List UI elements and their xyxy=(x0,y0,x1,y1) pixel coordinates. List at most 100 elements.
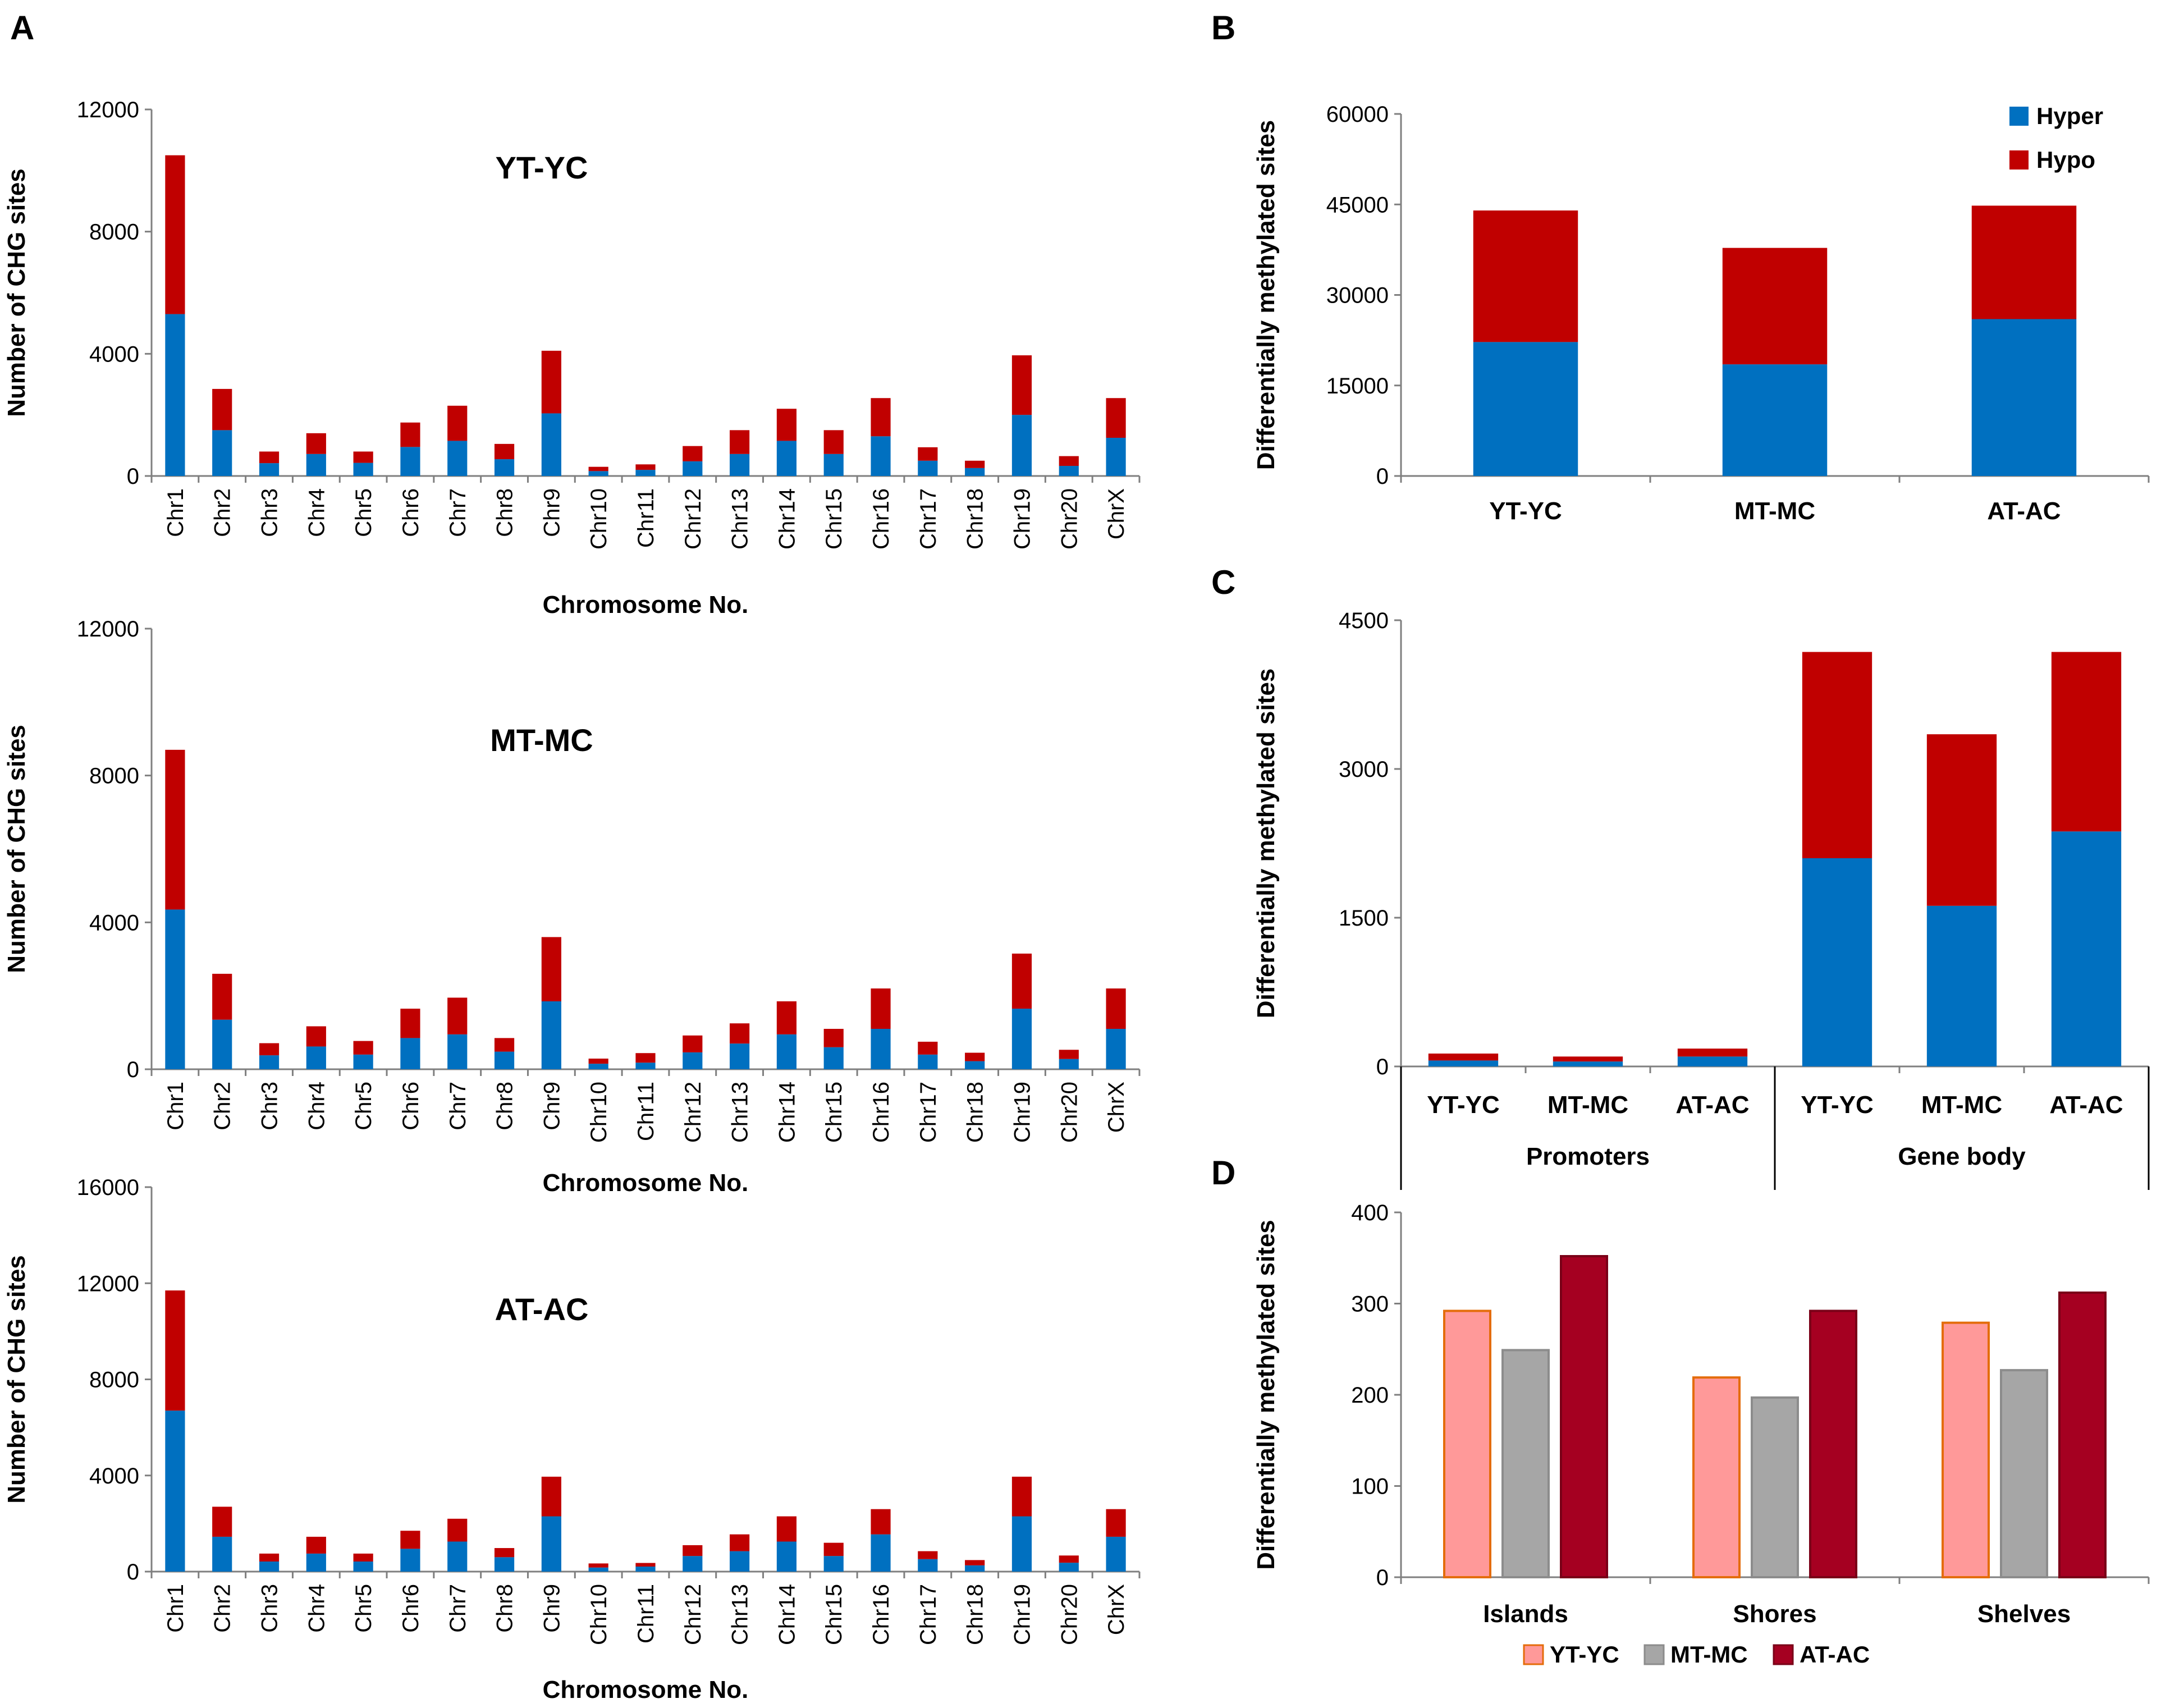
b-bar-hyper-yt-yc xyxy=(1473,342,1578,476)
b-y-tick-label: 60000 xyxy=(1326,102,1389,127)
c-bar-hypo-at-ac xyxy=(2051,652,2122,832)
a2-x-axis-title: Chromosome No. xyxy=(543,1169,749,1197)
d-bar-mt-mc-shores xyxy=(1751,1396,1799,1578)
a1-bar-hypo-chr1 xyxy=(165,155,185,314)
a2-x-tick-label: Chr18 xyxy=(963,1082,988,1143)
a3-x-tick-label: Chr14 xyxy=(775,1584,799,1645)
d-bar-yt-yc-shelves xyxy=(1942,1321,1990,1578)
a2-x-tick-label: Chr10 xyxy=(587,1082,611,1143)
a1-bar-hypo-chr8 xyxy=(494,443,515,460)
a2-y-tick-label: 0 xyxy=(127,1057,139,1082)
a3-y-tick-label: 8000 xyxy=(89,1368,139,1393)
d-category-label: Shelves xyxy=(1977,1600,2071,1628)
a1-x-tick-label: Chr18 xyxy=(963,488,988,550)
a1-bar-hypo-chr9 xyxy=(541,350,561,414)
d-bar-yt-yc-islands xyxy=(1443,1309,1491,1578)
a3-bar-hypo-chr2 xyxy=(212,1506,232,1537)
a1-bar-hyper-chr6 xyxy=(400,447,420,476)
a3-x-tick-label: Chr11 xyxy=(634,1584,658,1643)
a2-bar-hypo-chr14 xyxy=(776,1001,797,1034)
c-bar-hypo-yt-yc xyxy=(1802,652,1872,858)
d-legend-swatch-mt-mc xyxy=(1643,1644,1665,1665)
b-y-tick-label: 0 xyxy=(1376,464,1389,489)
a3-x-tick-label: Chr1 xyxy=(163,1584,188,1633)
a3-y-tick-label: 12000 xyxy=(77,1271,139,1296)
a2-bar-hyper-chr13 xyxy=(730,1043,750,1069)
a3-bar-hyper-chr6 xyxy=(400,1549,420,1572)
a1-x-tick-label: Chr19 xyxy=(1010,488,1034,550)
a1-x-tick-label: Chr11 xyxy=(634,488,658,548)
a3-x-tick-label: Chr13 xyxy=(728,1584,753,1645)
c-y-tick-label: 3000 xyxy=(1339,757,1389,782)
a1-bar-hyper-chr9 xyxy=(541,413,561,476)
d-y-tick-label: 100 xyxy=(1351,1475,1389,1499)
a3-x-tick-label: Chr17 xyxy=(916,1584,941,1645)
c-category-label: YT-YC xyxy=(1801,1091,1874,1119)
a3-x-tick-label: Chr7 xyxy=(446,1584,470,1633)
a2-bar-hyper-chr15 xyxy=(823,1047,844,1069)
c-bar-hyper-yt-yc xyxy=(1428,1060,1499,1066)
a1-x-tick-label: Chr8 xyxy=(493,488,518,537)
a1-bar-hypo-chr14 xyxy=(776,409,797,441)
d-y-tick-label: 400 xyxy=(1351,1201,1389,1225)
a3-x-tick-label: Chr4 xyxy=(304,1584,329,1633)
a3-bar-hyper-chr10 xyxy=(588,1567,608,1572)
d-legend-label-at-ac: AT-AC xyxy=(1800,1641,1870,1668)
a3-x-tick-label: Chr20 xyxy=(1057,1584,1082,1645)
b-y-axis-title: Differentially methylated sites xyxy=(1252,120,1280,470)
a3-bar-hypo-chr20 xyxy=(1059,1555,1079,1563)
a2-bar-hypo-chr18 xyxy=(965,1052,985,1061)
panel-letter-b: B xyxy=(1211,9,1235,47)
d-y-tick-label: 200 xyxy=(1351,1383,1389,1408)
a1-bar-hyper-chr10 xyxy=(588,471,608,476)
a3-bar-hypo-chr19 xyxy=(1011,1476,1032,1517)
a1-chart-title: YT-YC xyxy=(496,150,588,185)
d-legend-label-mt-mc: MT-MC xyxy=(1670,1641,1748,1668)
a1-bar-hyper-chr3 xyxy=(259,463,280,476)
a3-bar-hypo-chr6 xyxy=(400,1531,420,1549)
a3-bar-hyper-chr12 xyxy=(683,1556,703,1572)
a3-bar-hyper-chrx xyxy=(1106,1536,1126,1572)
c-bar-hyper-mt-mc xyxy=(1926,905,1997,1066)
a2-bar-hyper-chr18 xyxy=(965,1061,985,1069)
a2-x-tick-label: Chr20 xyxy=(1057,1082,1082,1143)
a1-bar-hyper-chr8 xyxy=(494,459,515,476)
c-y-tick-label: 0 xyxy=(1376,1055,1389,1079)
a2-bar-hyper-chr8 xyxy=(494,1051,515,1069)
a3-bar-hypo-chr14 xyxy=(776,1516,797,1542)
a1-x-tick-label: Chr3 xyxy=(258,488,282,537)
a2-y-tick-label: 4000 xyxy=(89,910,139,935)
a2-x-tick-label: Chr8 xyxy=(493,1082,518,1130)
d-bar-mt-mc-islands xyxy=(1501,1349,1550,1578)
a1-bar-hypo-chr12 xyxy=(683,446,703,461)
a1-bar-hyper-chr17 xyxy=(918,460,938,476)
a2-bar-hyper-chr12 xyxy=(683,1052,703,1069)
a2-x-tick-label: Chr3 xyxy=(258,1082,282,1130)
a1-bar-hyper-chr7 xyxy=(447,441,468,476)
a3-bar-hypo-chr3 xyxy=(259,1553,280,1562)
a3-bar-hyper-chr14 xyxy=(776,1541,797,1572)
b-bar-hyper-at-ac xyxy=(1971,319,2077,476)
b-category-label: AT-AC xyxy=(1987,497,2061,525)
a3-x-tick-label: Chr2 xyxy=(210,1584,235,1633)
b-y-tick-label: 15000 xyxy=(1326,374,1389,399)
panel-letter-a: A xyxy=(10,9,34,47)
a2-bar-hypo-chr6 xyxy=(400,1009,420,1038)
a2-bar-hyper-chr5 xyxy=(353,1054,373,1069)
c-bar-hyper-mt-mc xyxy=(1553,1061,1623,1066)
a1-bar-hyper-chr11 xyxy=(635,470,656,476)
a1-bar-hyper-chr16 xyxy=(871,436,891,476)
panel-letter-c: C xyxy=(1211,564,1235,601)
d-legend-swatch-at-ac xyxy=(1773,1644,1794,1665)
a2-x-tick-label: Chr6 xyxy=(399,1082,423,1130)
a1-x-tick-label: Chr1 xyxy=(163,488,188,537)
a1-y-tick-label: 0 xyxy=(127,464,139,489)
a3-bar-hyper-chr9 xyxy=(541,1516,561,1572)
a1-bar-hypo-chr2 xyxy=(212,388,232,431)
a2-x-tick-label: Chr15 xyxy=(822,1082,846,1143)
a3-bar-hyper-chr11 xyxy=(635,1567,656,1572)
a3-bar-hyper-chr8 xyxy=(494,1557,515,1572)
c-bar-hypo-at-ac xyxy=(1677,1048,1748,1057)
a3-bar-hypo-chr13 xyxy=(730,1534,750,1551)
a2-bar-hyper-chr14 xyxy=(776,1034,797,1069)
